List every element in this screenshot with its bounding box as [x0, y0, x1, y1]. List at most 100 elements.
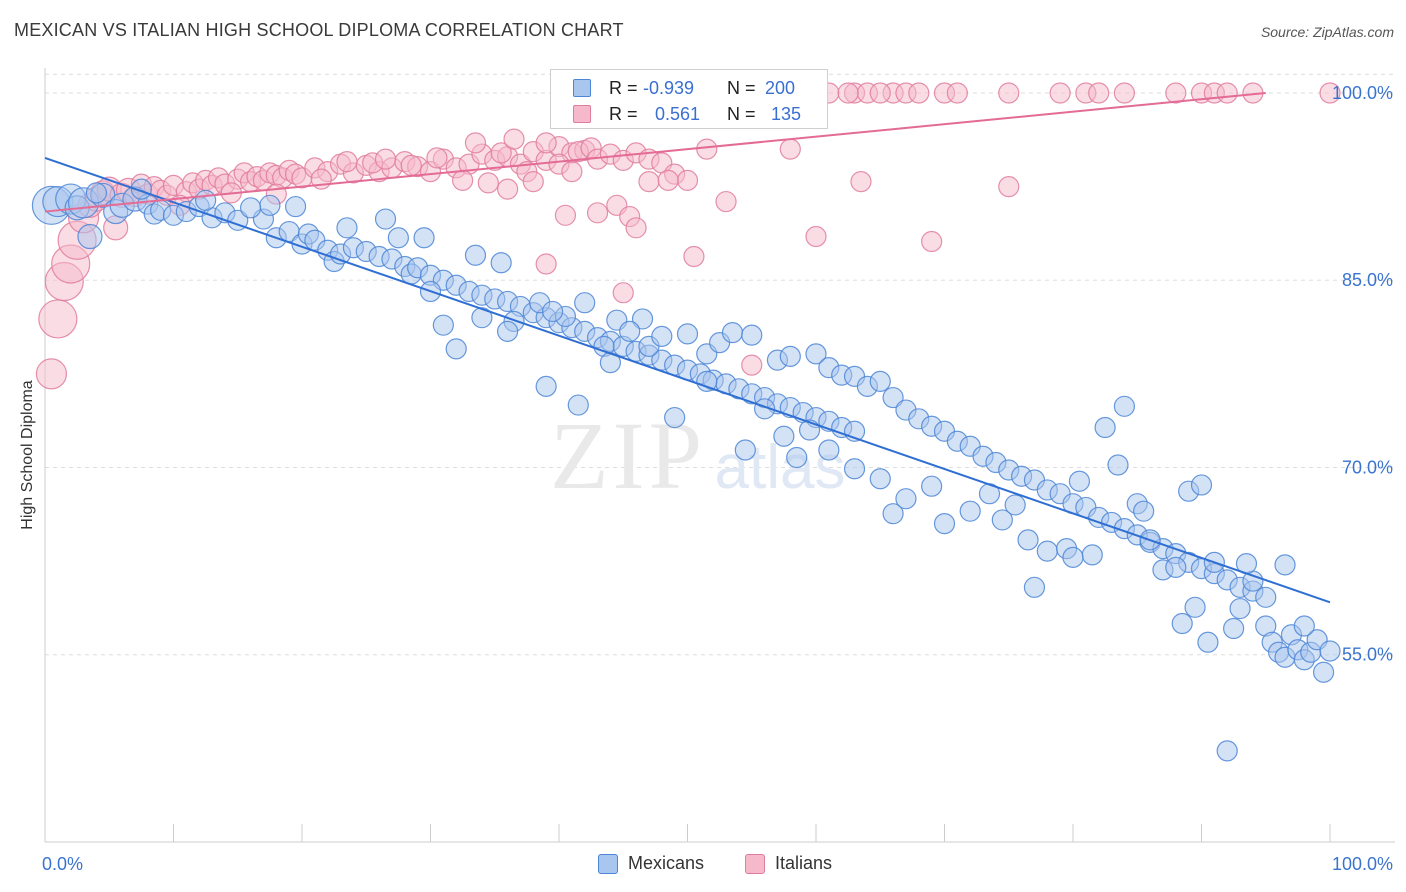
- italians-point: [869, 82, 891, 104]
- x-tick-label: 100.0%: [1332, 854, 1393, 874]
- mexicans-point: [130, 178, 152, 200]
- italians-point: [625, 217, 647, 239]
- mexicans-point: [1197, 631, 1219, 653]
- correlation-legend: R = -0.939 N = 200 R = 0.561 N = 135: [550, 69, 828, 129]
- mexicans-point: [753, 398, 776, 420]
- italians-point: [638, 171, 660, 193]
- bottom-legend-label-italians: Italians: [775, 853, 833, 873]
- italians-point: [38, 299, 78, 339]
- mexicans-point: [895, 488, 917, 510]
- mexicans-point: [1165, 556, 1187, 578]
- mexicans-point: [805, 343, 827, 365]
- mexicans-point: [882, 386, 904, 409]
- mexicans-point: [1094, 416, 1116, 439]
- y-tick-label: 55.0%: [1342, 645, 1393, 665]
- y-tick-label: 85.0%: [1342, 270, 1393, 290]
- italians-point: [908, 82, 930, 104]
- italians-point: [522, 171, 544, 193]
- mexicans-point: [1171, 612, 1193, 635]
- mexicans-point: [676, 323, 699, 345]
- mexicans-point: [843, 458, 866, 480]
- chart-title: MEXICAN VS ITALIAN HIGH SCHOOL DIPLOMA C…: [14, 20, 624, 40]
- mexicans-point: [741, 324, 763, 346]
- mexicans-point: [240, 197, 262, 219]
- mexicans-point: [85, 182, 108, 204]
- italians-point: [676, 169, 699, 191]
- legend-swatch-mexicans: [573, 79, 591, 97]
- legend-n-value: 200: [765, 78, 796, 98]
- mexicans-point: [1004, 494, 1026, 516]
- mexicans-point: [1190, 474, 1213, 496]
- mexicans-point: [619, 320, 641, 343]
- italians-point: [1319, 82, 1341, 104]
- source-label: Source: ZipAtlas.com: [1260, 24, 1394, 40]
- italians-point: [683, 245, 705, 268]
- mexicans-point: [921, 475, 943, 497]
- mexicans-point: [933, 513, 956, 535]
- bottom-legend-swatch-mexicans: [598, 854, 618, 874]
- mexicans-point: [696, 370, 718, 392]
- italians-point: [1088, 82, 1110, 104]
- italians-trend-line: [44, 91, 1266, 213]
- italians-point: [336, 151, 358, 173]
- y-tick-label: 100.0%: [1332, 83, 1393, 103]
- y-tick-labels: 55.0% 70.0% 85.0% 100.0%: [1332, 83, 1393, 665]
- italians-point: [850, 171, 872, 193]
- mexicans-point: [1023, 576, 1046, 598]
- italians-point: [921, 230, 943, 253]
- mexicans-point: [1274, 554, 1296, 576]
- italians-point: [464, 132, 487, 154]
- legend-swatch-italians: [573, 105, 591, 123]
- mexicans-point: [574, 292, 596, 314]
- italians-point: [586, 202, 609, 224]
- italians-point: [477, 172, 499, 194]
- mexicans-point: [959, 500, 981, 522]
- mexicans-point: [1319, 640, 1341, 662]
- italians-point: [612, 282, 634, 304]
- legend-n-value: 135: [771, 104, 802, 124]
- mexicans-point: [471, 307, 493, 329]
- y-tick-label: 70.0%: [1342, 457, 1393, 477]
- mexicans-point: [869, 370, 891, 392]
- mexicans-point: [336, 217, 358, 239]
- italians-point: [1216, 82, 1238, 104]
- italians-point: [837, 82, 859, 104]
- italians-point: [946, 82, 968, 104]
- mexicans-point: [651, 325, 673, 348]
- italians-point: [741, 354, 763, 376]
- mexicans-point: [1107, 454, 1129, 476]
- mexicans-point: [413, 227, 435, 249]
- mexicans-point: [1223, 617, 1245, 640]
- mexicans-point: [387, 227, 409, 249]
- x-tick-label: 0.0%: [42, 854, 83, 874]
- mexicans-point: [869, 468, 891, 490]
- mexicans-point: [1133, 500, 1155, 522]
- mexicans-point: [1255, 586, 1277, 608]
- italians-point: [715, 190, 737, 213]
- mexicans-point: [464, 244, 487, 266]
- legend-r-label: R =: [609, 104, 638, 124]
- italians-point: [1113, 82, 1136, 104]
- italians-point: [535, 132, 557, 154]
- x-tick-labels: 0.0% 100.0%: [42, 854, 1393, 874]
- italians-point: [503, 128, 525, 150]
- mexicans-point: [991, 509, 1013, 531]
- mexicans-point: [786, 446, 808, 469]
- italians-point: [1165, 82, 1187, 104]
- italians-point: [554, 204, 577, 226]
- mexicans-point: [1216, 740, 1238, 762]
- mexicans-point: [1081, 544, 1103, 566]
- legend-n-label: N =: [727, 78, 756, 98]
- mexicans-point: [259, 194, 281, 216]
- italians-point: [696, 138, 718, 160]
- mexicans-point: [773, 425, 795, 447]
- mexicans-point: [497, 320, 519, 343]
- mexicans-point: [721, 322, 744, 344]
- mexicans-point: [432, 314, 454, 336]
- trend-lines: [44, 91, 1331, 604]
- mexicans-point: [567, 394, 589, 416]
- mexicans-point: [1312, 661, 1335, 683]
- mexicans-point: [631, 308, 654, 330]
- legend-r-label: R =: [609, 78, 638, 98]
